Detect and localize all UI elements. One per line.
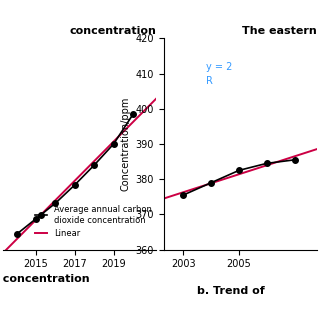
Text: concentration: concentration [69,26,156,36]
Average annual carbon
dioxide concentration [15,232,19,236]
Linear [42,210,46,214]
Text: y = 2: y = 2 [205,61,232,72]
Average annual carbon
dioxide concentration [112,142,116,146]
Linear [141,110,145,114]
Average annual carbon
dioxide concentration [53,201,57,205]
Linear [7,245,11,249]
Line: Average annual carbon
dioxide concentration: Average annual carbon dioxide concentrat… [14,112,136,237]
Text: The eastern: The eastern [242,26,317,36]
Linear [30,222,34,226]
Y-axis label: Concentration/ppm: Concentration/ppm [120,97,130,191]
Text: b. Trend of: b. Trend of [196,286,264,296]
Average annual carbon
dioxide concentration [92,163,96,167]
Linear [147,105,150,108]
Average annual carbon
dioxide concentration [131,113,135,116]
Text: R: R [205,76,212,86]
Linear [1,251,5,255]
Average annual carbon
dioxide concentration [73,183,77,187]
Linear [11,242,14,245]
Text: ₂ concentration: ₂ concentration [0,274,89,284]
Average annual carbon
dioxide concentration [34,217,38,220]
Linear [154,97,158,100]
Line: Linear: Linear [3,99,156,253]
Legend: Average annual carbon
dioxide concentration, Linear: Average annual carbon dioxide concentrat… [31,202,155,241]
